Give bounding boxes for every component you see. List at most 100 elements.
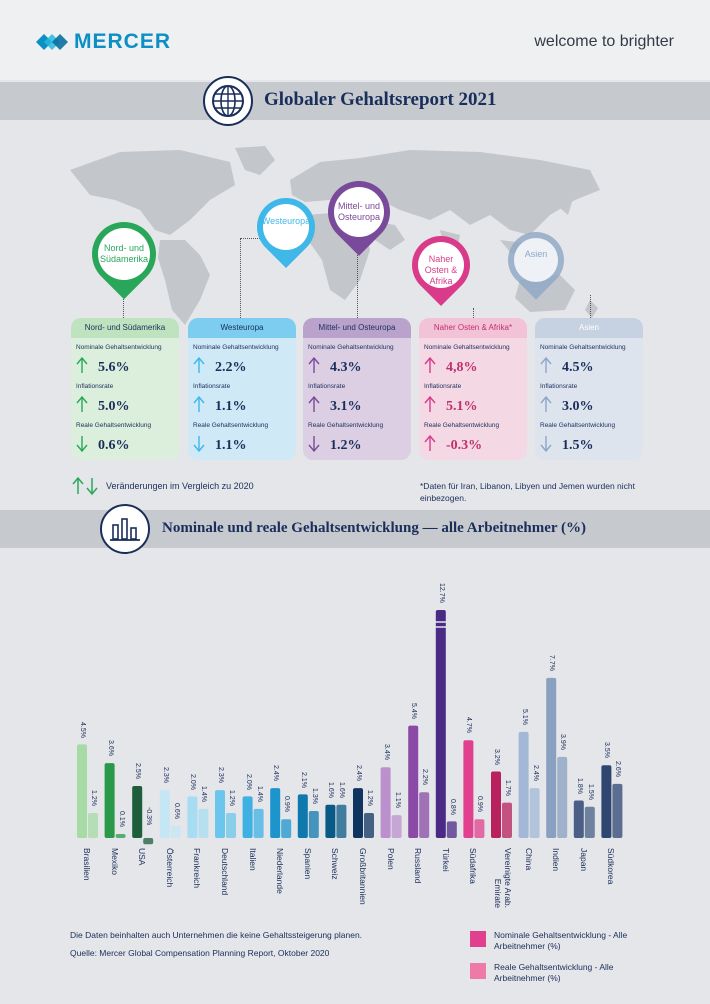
legend-swatch-real [470, 963, 486, 979]
bar-nominal [353, 788, 363, 838]
bar-real [336, 804, 347, 838]
bar-value-label: 0.9% [283, 796, 291, 813]
bar-value-label: 5.4% [410, 702, 418, 719]
change-legend-text: Veränderungen im Vergleich zu 2020 [106, 481, 254, 491]
bar-nominal [491, 771, 501, 838]
header-bar: MERCER welcome to brighter [0, 0, 710, 80]
bar-real [446, 821, 457, 838]
connector-line [357, 250, 358, 318]
metric-row: 3.1% [308, 395, 362, 418]
brand-name: MERCER [74, 30, 172, 53]
bar-nominal [132, 786, 143, 838]
arrow-up-icon [76, 356, 98, 379]
footnote: *Daten für Iran, Libanon, Libyen und Jem… [420, 481, 635, 503]
bar-value-label: 2.3% [161, 767, 169, 784]
category-label: Indien [551, 848, 562, 872]
bar-value-label: 2.6% [614, 761, 622, 778]
metric-row: 4.5% [540, 356, 594, 379]
metric-row: 4.3% [308, 356, 362, 379]
metric-value: 1.1% [215, 399, 247, 414]
metric-label: Reale Gehaltsentwicklung [76, 422, 152, 429]
bar-value-label: 2.5% [134, 763, 142, 780]
metric-label: Inflationsrate [193, 383, 231, 390]
chart-title: Nominale und reale Gehaltsentwicklung — … [162, 520, 587, 536]
metric-value: 5.0% [98, 399, 130, 414]
bar-real [88, 813, 98, 838]
bar-value-label: 2.0% [244, 773, 252, 790]
metric-row: 2.2% [193, 356, 247, 379]
metric-value: 4.5% [562, 360, 594, 375]
metric-value: 1.5% [562, 438, 594, 453]
metric-row: 5.1% [424, 395, 478, 418]
metric-value: 1.1% [215, 438, 247, 453]
category-label: Polen [385, 848, 396, 870]
bar-chart-icon [100, 504, 150, 554]
bar-nominal [325, 804, 336, 838]
metric-value: -0.3% [446, 438, 483, 453]
region-card: Nord- und Südamerika Nominale Gehaltsentw… [71, 318, 179, 460]
metric-label: Inflationsrate [424, 383, 462, 390]
bar-nominal [297, 794, 308, 838]
map-pin-label: Mittel- und Osteuropa [337, 201, 381, 222]
bar-value-label: 2.3% [217, 767, 224, 784]
arrow-up-icon [424, 356, 446, 379]
metric-row: 1.1% [193, 435, 247, 457]
category-label: Großbritannien [358, 848, 368, 905]
category-label: Russland [413, 848, 424, 884]
arrow-down-icon [540, 435, 562, 457]
metric-value: 0.6% [98, 438, 130, 453]
bar-value-label: 0.9% [476, 796, 484, 813]
category-label: Spanien [302, 848, 313, 880]
arrow-up-icon [540, 395, 562, 418]
bar-real [584, 806, 595, 838]
category-label: Vereinigte Arab. Emirate [493, 848, 513, 909]
arrow-up-icon [540, 356, 562, 379]
change-legend: Veränderungen im Vergleich zu 2020 [72, 476, 254, 496]
map-pin-center [263, 204, 309, 250]
metric-row: 3.0% [540, 395, 594, 418]
bar-nominal [380, 767, 391, 838]
metric-label: Inflationsrate [540, 383, 578, 390]
arrow-down-icon [76, 435, 98, 457]
bar-value-label: 2.4% [531, 765, 539, 782]
bar-nominal [159, 790, 170, 838]
metric-value: 4.3% [330, 360, 362, 375]
tagline: welcome to brighter [534, 33, 674, 50]
bar-value-label: 0.8% [448, 798, 456, 815]
region-card: Westeuropa Nominale Gehaltsentwicklung 2.2… [188, 318, 296, 460]
category-label: Japan [578, 848, 589, 872]
bar-real [198, 808, 209, 838]
bar-nominal [601, 765, 612, 838]
metric-row: 1.2% [308, 435, 362, 457]
category-label: Deutschland [220, 848, 230, 896]
connector-line [240, 238, 241, 318]
category-label: Mexiko [109, 848, 120, 875]
bar-value-label: 3.6% [106, 740, 114, 757]
connector-line [473, 308, 474, 318]
bar-nominal [408, 725, 419, 838]
bar-value-label: 0.6% [172, 802, 180, 819]
category-label: Südafrika [468, 848, 479, 884]
bar-value-label: 3.5% [603, 742, 611, 759]
metric-value: 5.1% [446, 399, 478, 414]
bar-real [226, 813, 236, 838]
category-label: Südkorea [606, 848, 617, 885]
bar-real [281, 819, 292, 838]
bar-value-label: 1.5% [586, 784, 594, 800]
bar-value-label: 2.0% [189, 773, 197, 790]
legend-swatch-nominal [470, 931, 486, 947]
connector-line [123, 290, 124, 318]
bar-value-label: 1.4% [255, 786, 263, 803]
metric-label: Nominale Gehaltsentwicklung [193, 344, 279, 351]
bar-nominal [215, 790, 225, 838]
bar-real [502, 802, 512, 838]
mercer-logo[interactable]: MERCER [36, 30, 171, 54]
metric-value: 3.1% [330, 399, 362, 414]
metric-value: 4,8% [446, 360, 478, 375]
metric-value: 1.2% [330, 438, 362, 453]
bar-nominal [270, 788, 281, 838]
metric-value: 5.6% [98, 360, 130, 375]
category-label: Frankreich [192, 848, 203, 889]
bar-nominal [518, 731, 529, 838]
bar-nominal [77, 744, 87, 838]
